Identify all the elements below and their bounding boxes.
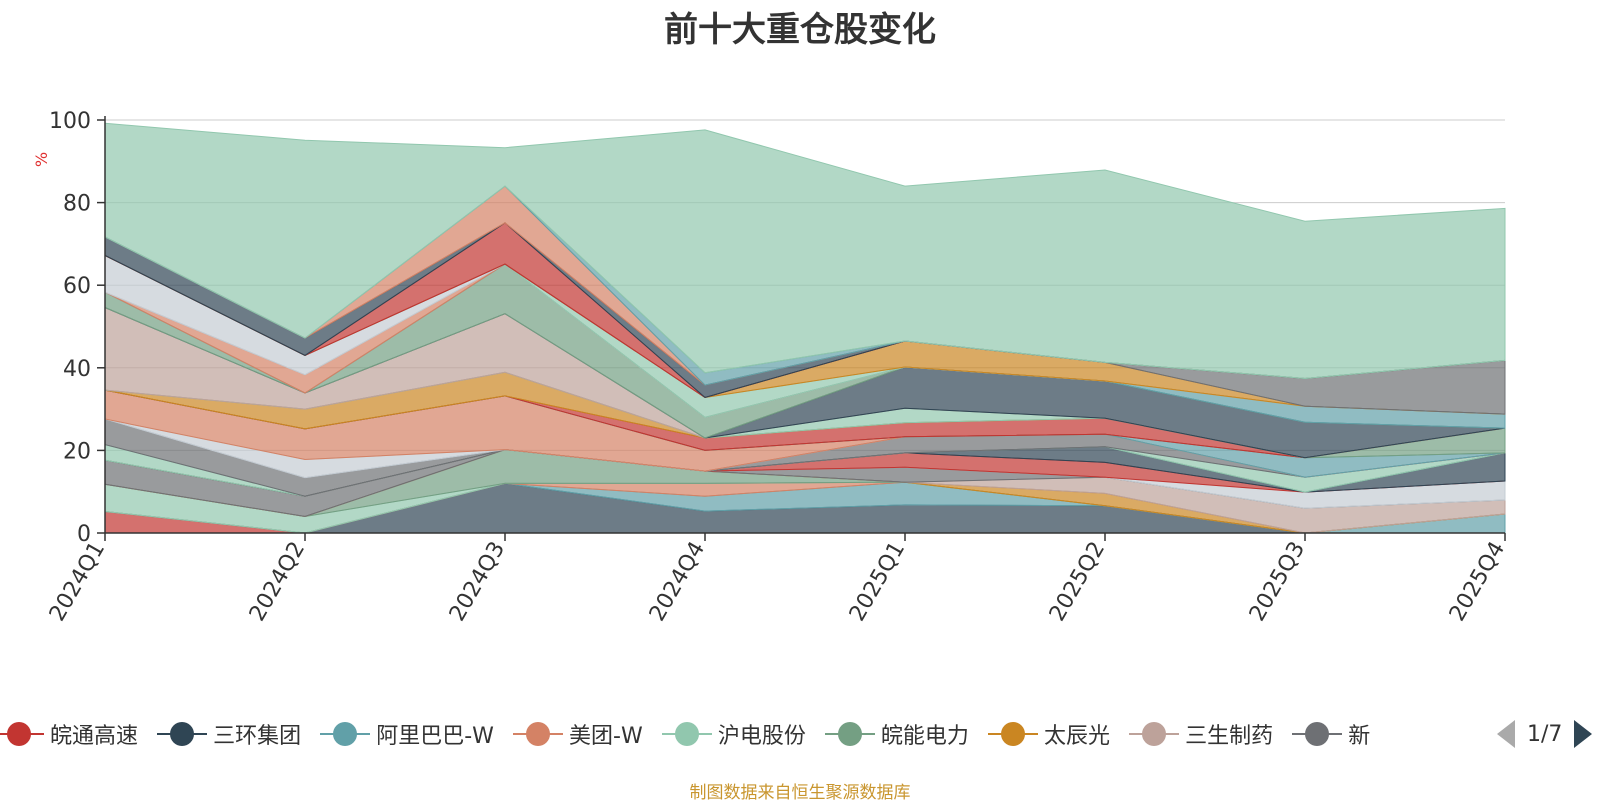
legend-marker-icon [1129,722,1180,746]
y-tick-label: 80 [63,192,91,217]
legend-item[interactable]: 皖能电力 [824,716,969,752]
x-tick-label: 2025Q4 [1445,538,1510,626]
data-source-note: 制图数据来自恒生聚源数据库 [689,783,911,803]
x-tick-label: 2025Q1 [845,538,910,626]
x-tick-label: 2025Q2 [1045,538,1110,626]
legend-page-indicator: 1/7 [1527,721,1563,747]
legend-next-page-icon[interactable] [1574,720,1593,748]
legend: 皖通高速 三环集团 阿里巴巴-W 美团-W 沪电股份 皖能电力 太辰光 三生制药… [0,716,1485,752]
legend-marker-icon [0,722,44,746]
legend-item[interactable]: 新 [1292,716,1370,752]
legend-label: 太辰光 [1044,724,1111,749]
legend-label: 美团-W [569,724,643,749]
legend-label: 皖能电力 [880,724,969,749]
x-tick-label: 2025Q3 [1245,538,1310,626]
legend-item[interactable]: 三环集团 [157,716,301,752]
chart-title: 前十大重仓股变化 [664,10,936,50]
legend-marker-icon [513,722,564,746]
legend-marker-icon [824,722,875,746]
legend-label: 沪电股份 [717,724,806,749]
legend-item[interactable]: 沪电股份 [661,716,806,752]
y-tick-label: 100 [49,109,91,134]
legend-marker-icon [157,722,208,746]
legend-item[interactable]: 阿里巴巴-W [320,716,494,752]
y-tick-label: 40 [63,357,91,382]
x-tick-label: 2024Q1 [45,538,110,626]
legend-item[interactable]: 三生制药 [1129,716,1273,752]
legend-item[interactable]: 太辰光 [988,716,1110,752]
legend-label: 皖通高速 [50,724,139,749]
y-tick-label: 60 [63,274,91,299]
legend-label: 三生制药 [1185,724,1274,749]
legend-label: 三环集团 [213,724,302,749]
x-tick-label: 2024Q3 [445,538,510,626]
y-tick-label: 20 [63,439,91,464]
legend-item[interactable]: 皖通高速 [0,716,138,752]
series-area: 系列三十五 [104,122,1506,380]
legend-marker-icon [320,722,371,746]
y-tick-label: 0 [77,522,91,547]
legend-label: 阿里巴巴-W [376,724,494,749]
legend-label: 新 [1348,724,1371,749]
legend-pager: 1/7 [1497,716,1593,752]
x-tick-label: 2024Q4 [645,538,710,626]
legend-prev-page-icon[interactable] [1497,720,1515,748]
x-tick-label: 2024Q2 [245,538,310,626]
legend-marker-icon [988,722,1039,746]
legend-marker-icon [661,722,712,746]
legend-marker-icon [1292,722,1343,746]
y-axis-unit: % [32,151,52,168]
legend-item[interactable]: 美团-W [513,716,643,752]
